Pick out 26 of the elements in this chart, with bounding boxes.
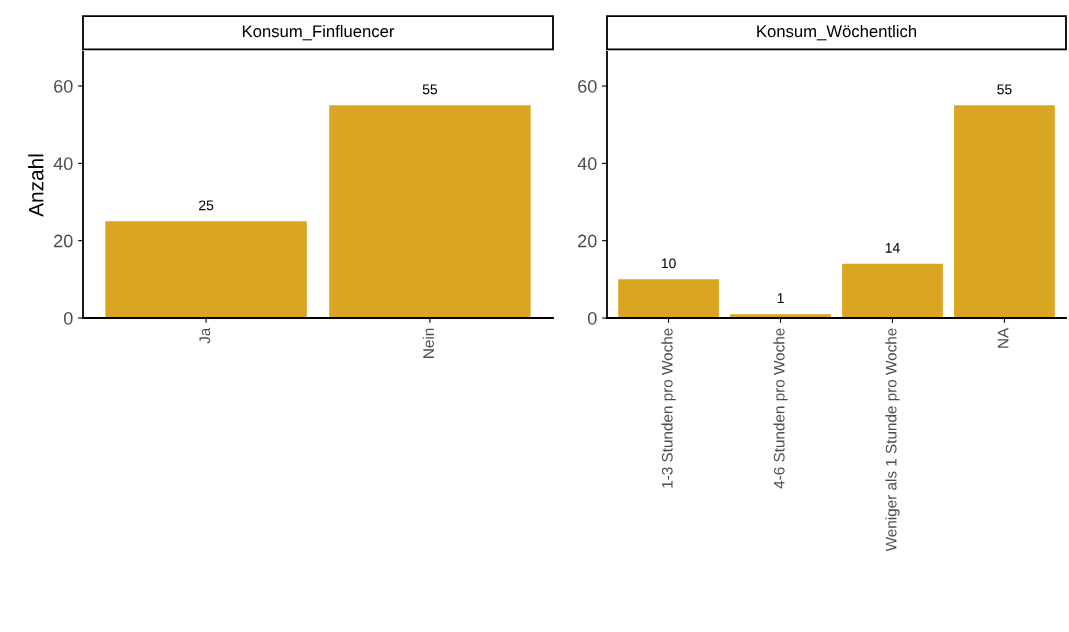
- bar: [954, 105, 1055, 318]
- chart-title: Konsum_Wöchentlich: [757, 24, 917, 41]
- bar: [618, 279, 719, 318]
- data-label: 55: [422, 84, 438, 95]
- data-label: 10: [661, 258, 676, 269]
- y-axis-title: Anzahl: [28, 154, 44, 217]
- data-label: 55: [997, 84, 1012, 95]
- bar: [842, 263, 943, 318]
- x-tick-label: Nein: [422, 328, 435, 358]
- data-label: 25: [199, 200, 214, 211]
- x-tick-label: 4-6 Stunden pro Woche: [773, 328, 788, 489]
- y-tick-label: 20: [54, 234, 73, 248]
- y-tick-label: 60: [578, 79, 597, 93]
- chart-title: Konsum_Finfluencer: [242, 24, 395, 41]
- data-label: 14: [885, 243, 900, 253]
- x-tick-label: NA: [997, 327, 1009, 348]
- x-tick-label: Weniger als 1 Stunde pro Woche: [885, 328, 900, 552]
- data-label: 1: [777, 293, 784, 303]
- y-tick-label: 60: [54, 79, 73, 93]
- y-tick-label: 20: [578, 234, 597, 248]
- y-tick-label: 0: [63, 311, 73, 325]
- y-tick-label: 40: [53, 157, 73, 171]
- y-tick-label: 40: [577, 157, 597, 171]
- x-tick-label: Ja: [199, 327, 211, 344]
- y-tick-label: 0: [587, 311, 597, 325]
- x-tick-label: 1-3 Stunden pro Woche: [661, 328, 676, 488]
